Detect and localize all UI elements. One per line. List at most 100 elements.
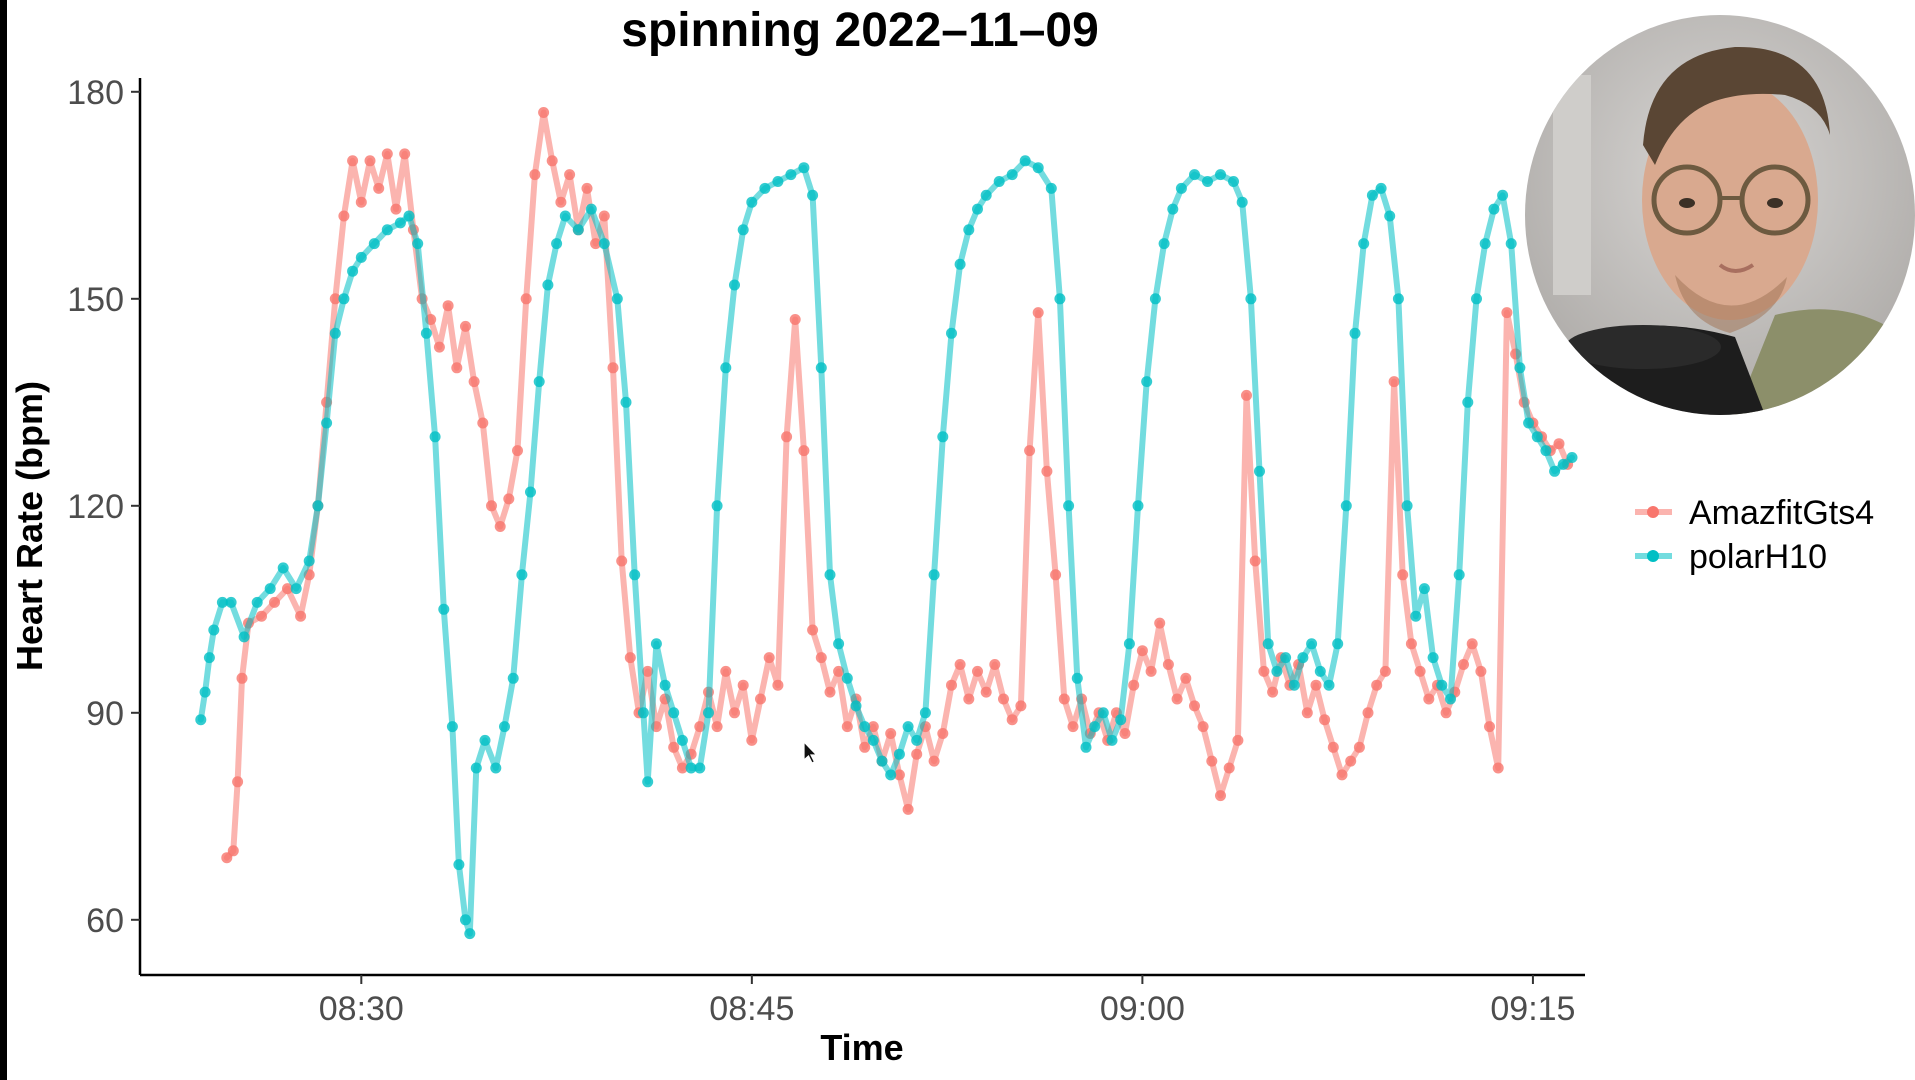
- presenter-webcam-icon: [1525, 15, 1915, 415]
- data-point: [399, 148, 411, 160]
- data-point: [629, 569, 641, 581]
- data-point: [1410, 610, 1422, 622]
- data-point: [1097, 707, 1109, 719]
- data-point: [972, 203, 983, 215]
- presenter-webcam-overlay: [1525, 15, 1915, 415]
- data-point: [824, 569, 836, 581]
- data-point: [238, 631, 250, 643]
- data-point: [1232, 734, 1244, 746]
- data-point: [815, 362, 827, 374]
- data-point: [347, 155, 359, 167]
- data-point: [525, 486, 536, 498]
- data-point: [1067, 721, 1079, 733]
- data-point: [772, 176, 784, 187]
- data-point: [390, 203, 402, 215]
- data-point: [1462, 396, 1474, 408]
- data-point: [1471, 293, 1482, 305]
- data-point: [355, 251, 367, 263]
- legend-marker: [1647, 506, 1659, 518]
- data-point: [1466, 638, 1478, 650]
- data-point: [290, 583, 302, 595]
- data-point: [221, 852, 233, 864]
- data-point: [203, 652, 215, 664]
- data-point: [282, 583, 293, 595]
- data-point: [1171, 693, 1183, 705]
- data-point: [624, 652, 636, 664]
- data-point: [1323, 679, 1335, 691]
- data-point: [694, 721, 706, 733]
- x-tick-label: 09:00: [1100, 990, 1185, 1028]
- data-point: [954, 258, 966, 270]
- data-point: [885, 728, 897, 739]
- data-point: [433, 341, 445, 353]
- data-point: [1015, 700, 1027, 712]
- data-point: [227, 845, 239, 857]
- data-point: [442, 300, 454, 312]
- y-tick-label: 90: [86, 695, 124, 733]
- data-point: [236, 672, 248, 684]
- data-point: [946, 679, 957, 691]
- data-point: [1423, 693, 1435, 705]
- x-tick-label: 09:15: [1490, 990, 1575, 1028]
- data-point: [993, 176, 1005, 187]
- data-point: [551, 238, 563, 250]
- data-point: [1453, 569, 1465, 581]
- data-point: [1228, 176, 1239, 187]
- data-point: [368, 238, 380, 250]
- data-point: [1531, 431, 1543, 443]
- data-point: [1119, 728, 1131, 739]
- data-point: [815, 652, 827, 664]
- data-point: [321, 417, 333, 429]
- data-point: [1514, 362, 1526, 374]
- data-point: [1162, 659, 1174, 670]
- data-point: [1549, 465, 1561, 477]
- data-point: [538, 107, 550, 118]
- data-point: [1371, 679, 1383, 691]
- data-point: [746, 196, 758, 208]
- data-point: [1236, 196, 1248, 208]
- data-point: [1189, 169, 1200, 181]
- data-point: [251, 596, 263, 608]
- data-point: [479, 734, 491, 746]
- data-point: [338, 210, 350, 222]
- data-point: [1418, 583, 1430, 595]
- data-point: [256, 610, 267, 622]
- data-point: [1405, 638, 1417, 650]
- data-point: [1401, 500, 1413, 512]
- data-point: [989, 659, 1001, 670]
- data-point: [616, 555, 628, 567]
- data-point: [919, 707, 931, 719]
- data-point: [720, 665, 732, 677]
- data-point: [833, 638, 845, 650]
- x-tick-label: 08:45: [709, 990, 794, 1028]
- data-point: [1006, 169, 1018, 181]
- data-point: [972, 665, 983, 677]
- y-axis-ticks: 60 90 120 150 180: [67, 74, 140, 940]
- data-point: [1063, 500, 1075, 512]
- data-point: [1128, 679, 1140, 691]
- data-point: [412, 238, 424, 250]
- data-point: [1132, 500, 1144, 512]
- data-point: [1366, 189, 1378, 201]
- data-point: [833, 665, 845, 677]
- data-point: [1258, 665, 1270, 677]
- window-edge: [0, 0, 7, 1080]
- data-point: [512, 445, 523, 457]
- data-point: [1141, 376, 1153, 388]
- data-point: [798, 445, 810, 457]
- data-point: [494, 521, 506, 532]
- data-point: [1106, 734, 1118, 746]
- data-point: [841, 672, 853, 684]
- data-point: [542, 279, 554, 291]
- data-point: [1523, 417, 1535, 429]
- data-point: [729, 279, 740, 291]
- data-point: [1167, 203, 1179, 215]
- data-point: [555, 196, 567, 208]
- data-point: [1189, 700, 1200, 712]
- data-point: [676, 762, 688, 774]
- data-point: [1019, 155, 1031, 167]
- data-point: [464, 928, 476, 940]
- data-point: [381, 224, 393, 236]
- data-point: [460, 320, 471, 332]
